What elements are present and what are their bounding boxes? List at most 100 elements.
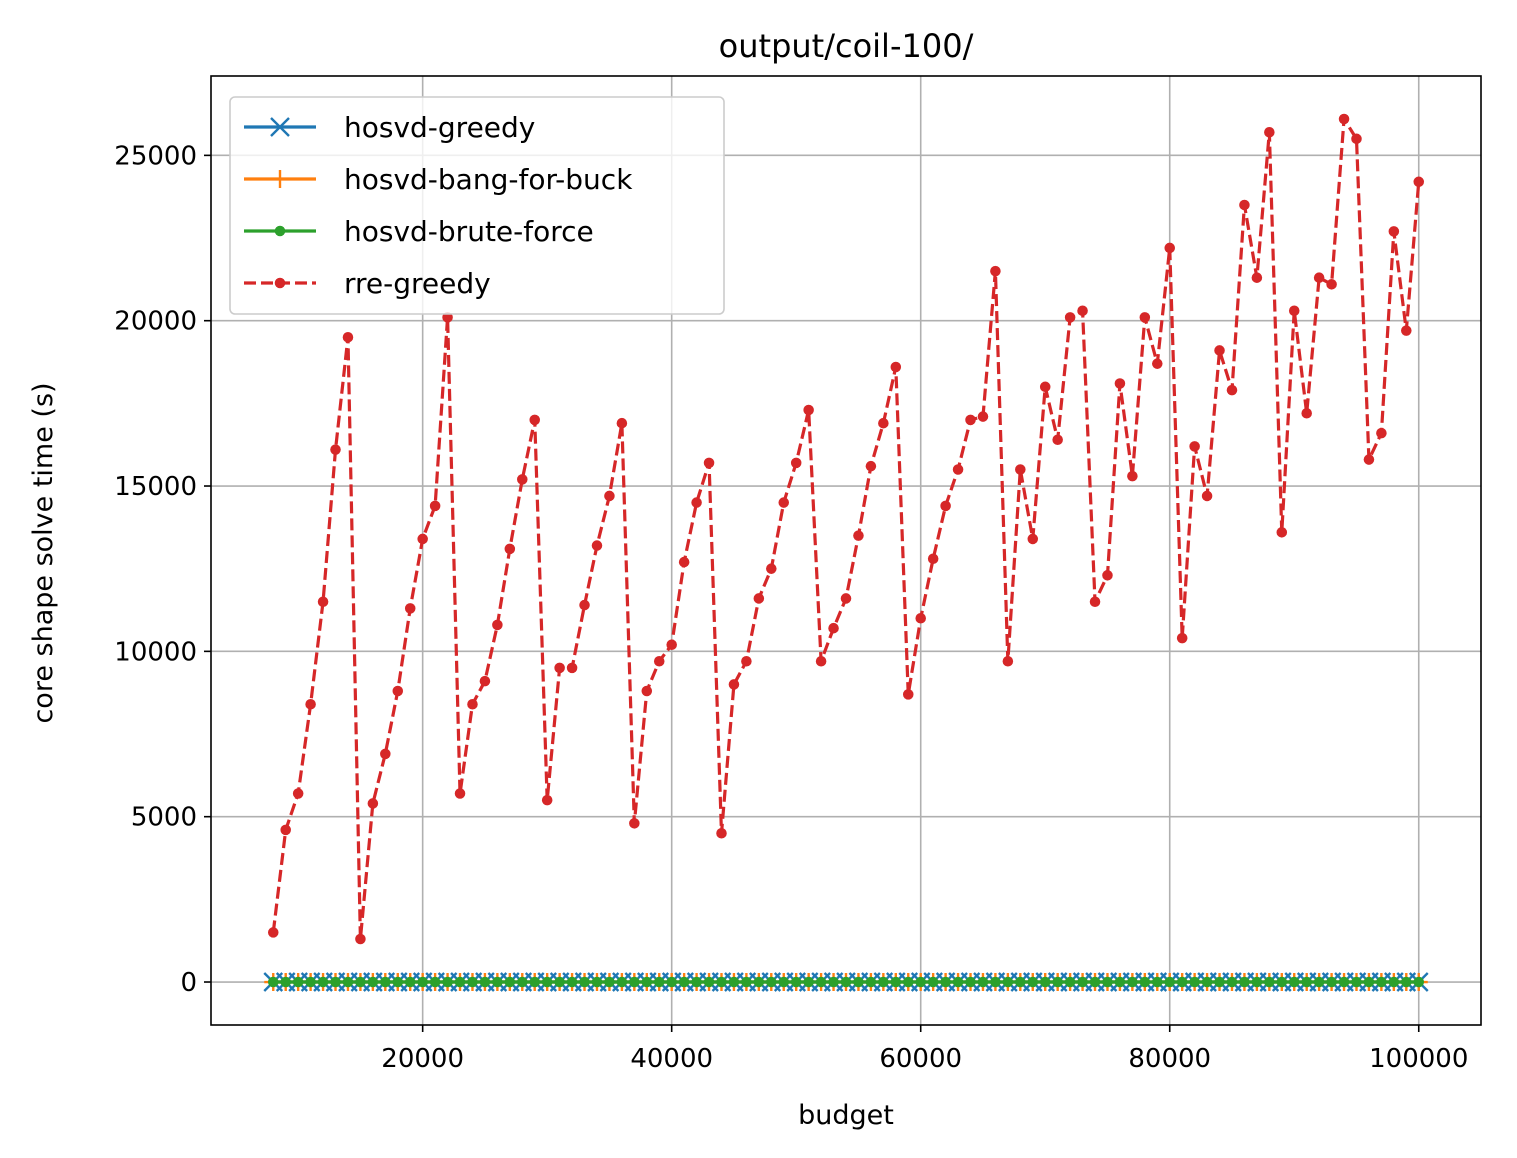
data-point bbox=[1326, 976, 1337, 988]
data-point bbox=[1127, 470, 1138, 482]
legend-box bbox=[229, 96, 725, 315]
data-point bbox=[280, 824, 291, 836]
data-point bbox=[1039, 976, 1051, 988]
legend-marker bbox=[271, 170, 289, 188]
data-point bbox=[1176, 976, 1188, 988]
data-point bbox=[1102, 976, 1113, 988]
data-point bbox=[1351, 133, 1362, 145]
data-point bbox=[579, 599, 590, 611]
data-point bbox=[878, 417, 889, 429]
data-point bbox=[367, 798, 379, 809]
data-point bbox=[1376, 427, 1387, 439]
data-point bbox=[1164, 242, 1175, 254]
data-point bbox=[790, 976, 802, 988]
data-point bbox=[803, 976, 814, 988]
data-point bbox=[990, 976, 1001, 988]
data-point bbox=[815, 656, 827, 667]
data-point bbox=[305, 976, 316, 988]
data-point bbox=[579, 976, 590, 988]
data-point bbox=[890, 976, 902, 988]
legend-label: hosvd-bang-for-buck bbox=[344, 163, 633, 196]
data-point bbox=[653, 976, 665, 988]
data-point bbox=[1201, 976, 1213, 988]
data-point bbox=[1313, 272, 1325, 283]
data-point bbox=[1239, 976, 1250, 988]
data-point bbox=[1338, 113, 1350, 125]
data-point bbox=[666, 639, 677, 651]
series-rre-greedy bbox=[267, 113, 1425, 945]
data-point bbox=[330, 444, 341, 455]
data-point bbox=[1226, 976, 1238, 988]
series-hosvd-brute-force bbox=[267, 976, 1425, 988]
data-point bbox=[1338, 976, 1350, 988]
axis-ticks: 20000 40000 60000 80000 100000 0 5000 10000 1500… bbox=[114, 141, 1468, 1074]
data-point bbox=[1002, 656, 1014, 667]
data-point bbox=[317, 976, 329, 988]
y-tick-label: 20000 bbox=[114, 307, 197, 337]
data-point bbox=[442, 976, 453, 988]
data-point bbox=[1077, 305, 1088, 317]
y-tick-label: 25000 bbox=[114, 141, 197, 171]
y-axis-label: core shape solve time (s) bbox=[28, 382, 59, 723]
x-axis-label: budget bbox=[798, 1100, 894, 1131]
data-point bbox=[479, 675, 491, 687]
data-point bbox=[977, 411, 989, 422]
data-point bbox=[902, 976, 914, 988]
data-point bbox=[292, 788, 304, 799]
data-point bbox=[1189, 976, 1200, 988]
data-point bbox=[1114, 378, 1126, 389]
data-point bbox=[927, 553, 939, 565]
x-tick-label: 80000 bbox=[1128, 1044, 1211, 1074]
plot-area bbox=[263, 113, 1429, 992]
data-point bbox=[766, 976, 777, 988]
data-point bbox=[566, 976, 578, 988]
legend-item: hosvd-brute-force bbox=[244, 215, 594, 248]
data-point bbox=[1226, 384, 1238, 396]
data-point bbox=[1251, 976, 1263, 988]
data-point bbox=[790, 457, 802, 469]
data-point bbox=[554, 976, 565, 988]
data-point bbox=[479, 976, 491, 988]
data-point bbox=[691, 976, 702, 988]
data-point bbox=[952, 976, 964, 988]
data-point bbox=[1027, 533, 1039, 545]
data-point bbox=[591, 540, 603, 551]
data-point bbox=[865, 976, 877, 988]
data-point bbox=[517, 976, 528, 988]
data-point bbox=[1363, 454, 1375, 465]
data-point bbox=[653, 656, 665, 667]
data-point bbox=[828, 622, 839, 634]
data-point bbox=[1288, 976, 1300, 988]
legend-item: rre-greedy bbox=[244, 267, 491, 300]
legend: hosvd-greedy hosvd-bang-for-buck hosvd-bru… bbox=[229, 96, 725, 315]
data-point bbox=[815, 976, 827, 988]
data-point bbox=[429, 976, 441, 988]
data-point bbox=[853, 976, 864, 988]
data-point bbox=[1376, 976, 1387, 988]
data-point bbox=[753, 593, 765, 604]
data-point bbox=[280, 976, 291, 988]
data-point bbox=[990, 265, 1001, 277]
data-point bbox=[591, 976, 603, 988]
data-point bbox=[1089, 976, 1101, 988]
data-point bbox=[1139, 312, 1151, 323]
data-point bbox=[1301, 408, 1312, 419]
legend-label: rre-greedy bbox=[344, 267, 491, 300]
data-point bbox=[1413, 176, 1425, 188]
y-tick-label: 15000 bbox=[114, 472, 197, 502]
data-point bbox=[529, 976, 540, 988]
data-point bbox=[467, 698, 478, 710]
legend-marker bbox=[274, 277, 286, 289]
data-point bbox=[392, 685, 404, 697]
data-point bbox=[1313, 976, 1325, 988]
data-point bbox=[728, 679, 740, 690]
data-point bbox=[965, 976, 976, 988]
data-point bbox=[1251, 272, 1263, 283]
data-point bbox=[741, 656, 752, 667]
data-point bbox=[267, 976, 279, 988]
data-point bbox=[355, 976, 366, 988]
legend-label: hosvd-greedy bbox=[344, 111, 535, 144]
y-tick-label: 10000 bbox=[114, 637, 197, 667]
data-point bbox=[915, 976, 926, 988]
